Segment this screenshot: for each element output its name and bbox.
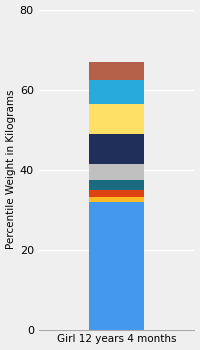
Y-axis label: Percentile Weight in Kilograms: Percentile Weight in Kilograms	[6, 90, 16, 249]
Bar	[89, 180, 144, 190]
Bar	[89, 197, 144, 202]
Bar	[89, 134, 144, 163]
Bar	[89, 104, 144, 134]
Bar	[89, 163, 144, 180]
Bar	[89, 62, 144, 79]
Bar	[89, 190, 144, 197]
Bar	[89, 79, 144, 104]
Bar	[89, 202, 144, 330]
